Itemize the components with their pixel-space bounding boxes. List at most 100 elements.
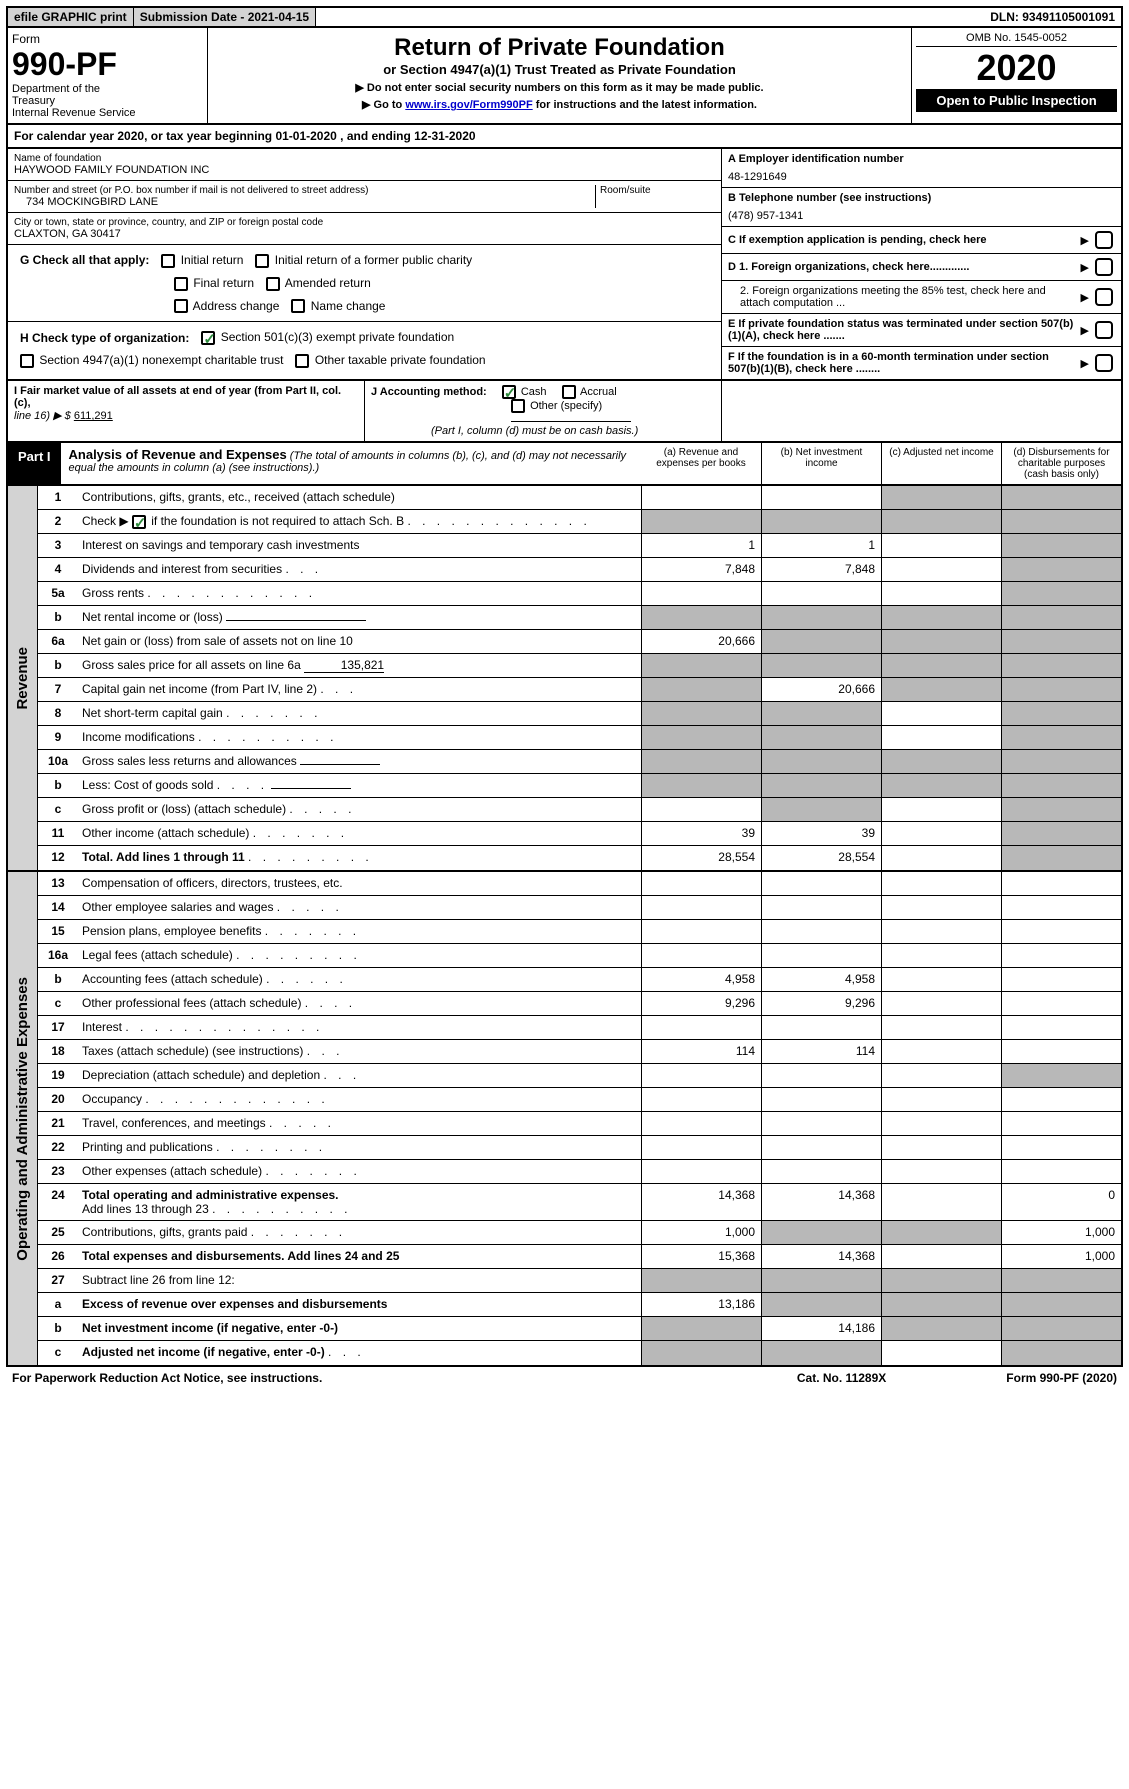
r23-a bbox=[641, 1160, 761, 1183]
r23-num: 23 bbox=[38, 1160, 78, 1183]
r18-desc: Taxes (attach schedule) (see instruction… bbox=[78, 1040, 641, 1063]
r4-b: 7,848 bbox=[761, 558, 881, 581]
r10a-d bbox=[1001, 750, 1121, 773]
r18-num: 18 bbox=[38, 1040, 78, 1063]
r27b-c bbox=[881, 1317, 1001, 1340]
dln-label: DLN: 93491105001091 bbox=[984, 8, 1121, 26]
form-title: Return of Private Foundation bbox=[214, 34, 905, 62]
r12-c bbox=[881, 846, 1001, 870]
r27b-num: b bbox=[38, 1317, 78, 1340]
revenue-rows: 1Contributions, gifts, grants, etc., rec… bbox=[38, 486, 1121, 870]
open-public-badge: Open to Public Inspection bbox=[916, 89, 1117, 112]
cb-other-taxable[interactable] bbox=[295, 354, 309, 368]
r20-num: 20 bbox=[38, 1088, 78, 1111]
r27c-a bbox=[641, 1341, 761, 1365]
cb-other-method[interactable] bbox=[511, 399, 525, 413]
f-right-spacer bbox=[721, 381, 1121, 441]
col-b: (b) Net investment income bbox=[761, 443, 881, 484]
fmv-value: 611,291 bbox=[74, 410, 113, 422]
r20-d bbox=[1001, 1088, 1121, 1111]
r10c-d bbox=[1001, 798, 1121, 821]
cb-final-return[interactable] bbox=[174, 277, 188, 291]
page-footer: For Paperwork Reduction Act Notice, see … bbox=[6, 1367, 1123, 1389]
r16b-c bbox=[881, 968, 1001, 991]
r1-a bbox=[641, 486, 761, 509]
r11-b: 39 bbox=[761, 822, 881, 845]
cb-501c3[interactable] bbox=[201, 331, 215, 345]
cb-exemption-pending[interactable] bbox=[1095, 231, 1113, 249]
cb-accrual[interactable] bbox=[562, 385, 576, 399]
cb-status-terminated[interactable] bbox=[1095, 321, 1113, 339]
r24-a: 14,368 bbox=[641, 1184, 761, 1220]
h-opt2: Section 4947(a)(1) nonexempt charitable … bbox=[39, 353, 283, 367]
r27-b bbox=[761, 1269, 881, 1292]
r6a-c bbox=[881, 630, 1001, 653]
r10a-a bbox=[641, 750, 761, 773]
r20-a bbox=[641, 1088, 761, 1111]
r10c-num: c bbox=[38, 798, 78, 821]
r2-b bbox=[761, 510, 881, 533]
r17-b bbox=[761, 1016, 881, 1039]
g-label: G Check all that apply: bbox=[20, 253, 149, 267]
r20-desc: Occupancy . . . . . . . . . . . . . bbox=[78, 1088, 641, 1111]
cb-initial-former[interactable] bbox=[255, 254, 269, 268]
r13-a bbox=[641, 872, 761, 895]
header-center: Return of Private Foundation or Section … bbox=[208, 28, 911, 123]
r16c-a: 9,296 bbox=[641, 992, 761, 1015]
j-other: Other (specify) bbox=[530, 400, 602, 412]
cb-amended[interactable] bbox=[266, 277, 280, 291]
column-headers: (a) Revenue and expenses per books (b) N… bbox=[641, 443, 1121, 484]
cb-cash[interactable] bbox=[502, 385, 516, 399]
submission-date: Submission Date - 2021-04-15 bbox=[134, 8, 316, 26]
info-grid: Name of foundation HAYWOOD FAMILY FOUNDA… bbox=[6, 149, 1123, 381]
part1-header: Part I Analysis of Revenue and Expenses … bbox=[6, 443, 1123, 486]
r10b-a bbox=[641, 774, 761, 797]
cb-foreign-org[interactable] bbox=[1095, 258, 1113, 276]
r10c-c bbox=[881, 798, 1001, 821]
r6b-val: 135,821 bbox=[304, 658, 384, 673]
r9-c bbox=[881, 726, 1001, 749]
g-opt5: Address change bbox=[193, 299, 280, 313]
r24-d: 0 bbox=[1001, 1184, 1121, 1220]
expenses-side-label: Operating and Administrative Expenses bbox=[8, 872, 38, 1365]
j-note: (Part I, column (d) must be on cash basi… bbox=[371, 425, 715, 437]
h-opt3: Other taxable private foundation bbox=[315, 353, 486, 367]
r6a-a: 20,666 bbox=[641, 630, 761, 653]
cb-name-change[interactable] bbox=[291, 299, 305, 313]
cb-address-change[interactable] bbox=[174, 299, 188, 313]
r25-a: 1,000 bbox=[641, 1221, 761, 1244]
r26-d: 1,000 bbox=[1001, 1245, 1121, 1268]
cb-initial-return[interactable] bbox=[161, 254, 175, 268]
r16a-c bbox=[881, 944, 1001, 967]
cb-60-month[interactable] bbox=[1095, 354, 1113, 372]
irs-link[interactable]: www.irs.gov/Form990PF bbox=[405, 99, 532, 111]
r15-desc: Pension plans, employee benefits . . . .… bbox=[78, 920, 641, 943]
h-opt1: Section 501(c)(3) exempt private foundat… bbox=[221, 330, 454, 344]
part1-label: Part I bbox=[8, 443, 61, 484]
cb-85-test[interactable] bbox=[1095, 288, 1113, 306]
cb-4947[interactable] bbox=[20, 354, 34, 368]
c-cell: C If exemption application is pending, c… bbox=[722, 227, 1121, 254]
r5b-d bbox=[1001, 606, 1121, 629]
r9-a bbox=[641, 726, 761, 749]
r22-c bbox=[881, 1136, 1001, 1159]
r3-d bbox=[1001, 534, 1121, 557]
tax-year: 2020 bbox=[916, 47, 1117, 89]
r19-a bbox=[641, 1064, 761, 1087]
r13-b bbox=[761, 872, 881, 895]
r5b-b bbox=[761, 606, 881, 629]
r7-a bbox=[641, 678, 761, 701]
r27c-d bbox=[1001, 1341, 1121, 1365]
info-left: Name of foundation HAYWOOD FAMILY FOUNDA… bbox=[8, 149, 721, 379]
r14-d bbox=[1001, 896, 1121, 919]
r6a-num: 6a bbox=[38, 630, 78, 653]
r18-c bbox=[881, 1040, 1001, 1063]
r27b-a bbox=[641, 1317, 761, 1340]
r27a-desc: Excess of revenue over expenses and disb… bbox=[78, 1293, 641, 1316]
r16a-d bbox=[1001, 944, 1121, 967]
cb-no-schb[interactable] bbox=[132, 515, 146, 529]
city-label: City or town, state or province, country… bbox=[14, 217, 715, 228]
r22-num: 22 bbox=[38, 1136, 78, 1159]
r19-b bbox=[761, 1064, 881, 1087]
r23-desc: Other expenses (attach schedule) . . . .… bbox=[78, 1160, 641, 1183]
